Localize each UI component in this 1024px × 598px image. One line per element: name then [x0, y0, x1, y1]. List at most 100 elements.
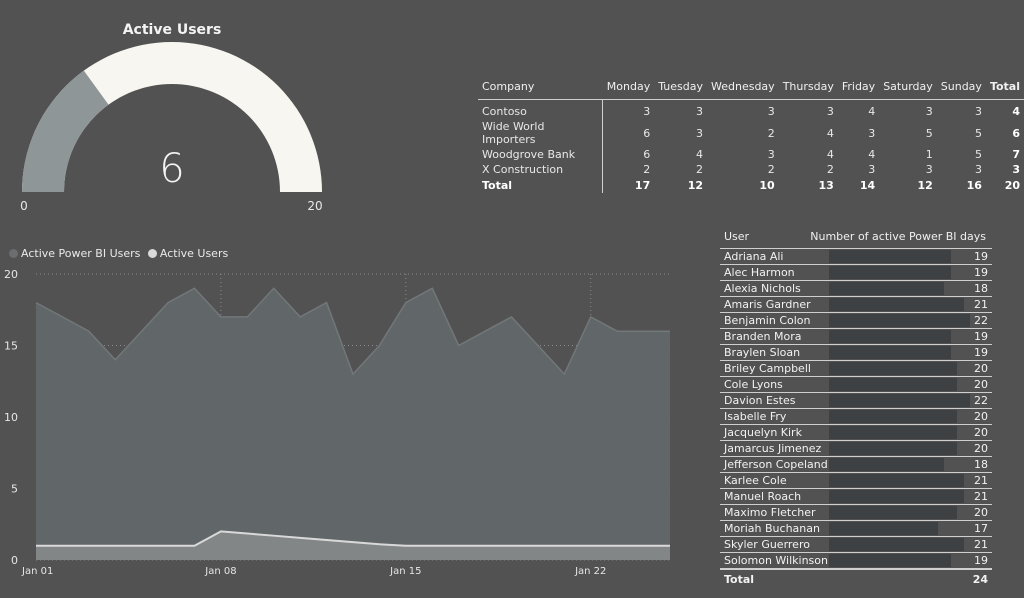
user-name: Cole Lyons	[724, 378, 783, 391]
matrix-cell: 1	[925, 148, 933, 161]
matrix-row[interactable]: Wide World Importers 6 3 2 4 3 5 5 6	[478, 119, 1024, 147]
table-row[interactable]: Jacquelyn Kirk 20	[720, 425, 992, 441]
table-row[interactable]: Amaris Gardner 21	[720, 297, 992, 313]
matrix-cell: 3	[974, 105, 982, 118]
user-name: Jamarcus Jimenez	[724, 442, 822, 455]
table-row[interactable]: Maximo Fletcher 20	[720, 505, 992, 521]
x-tick-label: Jan 08	[204, 566, 236, 577]
days-bar	[829, 298, 964, 311]
users-header-days[interactable]: Number of active Power BI days	[810, 230, 986, 243]
users-area-chart: 0 5 10 15 20 Jan 01 Jan 08 Jan 15 Jan 22	[4, 268, 670, 577]
matrix-cell: 2	[767, 163, 775, 176]
matrix-cell: 6	[643, 148, 651, 161]
matrix-cell: 3	[925, 163, 933, 176]
matrix-header-friday[interactable]: Friday	[837, 80, 880, 100]
table-row[interactable]: Alexia Nichols 18	[720, 281, 992, 297]
table-row[interactable]: Moriah Buchanan 17	[720, 521, 992, 537]
matrix-header-company[interactable]: Company	[478, 80, 603, 100]
table-row[interactable]: Skyler Guerrero 21	[720, 537, 992, 553]
table-row[interactable]: Alec Harmon 19	[720, 265, 992, 281]
table-row[interactable]: Benjamin Colon 22	[720, 313, 992, 329]
matrix-cell: 6	[643, 126, 651, 140]
matrix-row[interactable]: Contoso 3 3 3 3 4 3 3 4	[478, 99, 1024, 119]
days-bar	[829, 554, 951, 567]
matrix-grand-total: 20	[1004, 179, 1020, 192]
user-days-value: 21	[974, 474, 988, 487]
series-line-active-users	[36, 530, 670, 547]
legend-dot-icon	[147, 249, 157, 258]
matrix-row[interactable]: Woodgrove Bank 6 4 3 4 4 1 5 7	[478, 147, 1024, 162]
matrix-row-total: 3	[1012, 163, 1020, 176]
user-days-value: 21	[974, 538, 988, 551]
matrix-row[interactable]: X Construction 2 2 2 2 3 3 3 3	[478, 162, 1024, 177]
user-days-value: 19	[974, 250, 988, 263]
table-row[interactable]: Karlee Cole 21	[720, 473, 992, 489]
table-row[interactable]: Cole Lyons 20	[720, 377, 992, 393]
y-tick-label: 15	[4, 340, 18, 353]
table-row[interactable]: Jamarcus Jimenez 20	[720, 441, 992, 457]
y-tick-label: 10	[4, 411, 18, 424]
gauge-title: Active Users	[122, 22, 222, 38]
matrix-row-company: Contoso	[478, 99, 604, 119]
matrix-cell: 4	[868, 105, 876, 118]
user-name: Maximo Fletcher	[724, 506, 816, 519]
user-days-value: 20	[974, 362, 988, 375]
matrix-total-cell: 12	[917, 179, 933, 192]
matrix-cell: 3	[826, 105, 834, 118]
user-name: Alec Harmon	[724, 266, 795, 279]
user-name: Benjamin Colon	[724, 314, 811, 327]
legend-item-active-users[interactable]: Active Users	[144, 247, 228, 260]
y-tick-label: 0	[11, 554, 18, 567]
legend-label: Active Power BI Users	[21, 247, 141, 260]
matrix-cell: 3	[868, 163, 876, 176]
matrix-cell: 5	[974, 126, 982, 140]
table-row[interactable]: Solomon Wilkinson 19	[720, 553, 992, 569]
gauge-value: 6	[159, 146, 184, 192]
table-row[interactable]: Branden Mora 19	[720, 329, 992, 345]
matrix-cell: 5	[925, 126, 933, 140]
matrix-header-thursday[interactable]: Thursday	[778, 80, 838, 100]
users-header-user[interactable]: User	[724, 230, 750, 243]
user-days-value: 22	[974, 314, 988, 327]
matrix-header-wednesday[interactable]: Wednesday	[707, 80, 779, 100]
days-bar	[829, 538, 964, 551]
matrix-row-company: Woodgrove Bank	[478, 147, 604, 162]
days-bar	[829, 506, 958, 519]
table-row[interactable]: Davion Estes 22	[720, 393, 992, 409]
users-table-total-row: Total 24	[720, 569, 992, 588]
matrix-header-tuesday[interactable]: Tuesday	[654, 80, 707, 100]
matrix-cell: 4	[868, 148, 876, 161]
y-tick-label: 20	[4, 268, 18, 281]
series-line-active-power-bi-users	[35, 287, 670, 376]
days-bar	[829, 490, 964, 503]
matrix-cell: 3	[868, 126, 876, 140]
gauge-fill	[22, 70, 109, 192]
matrix-header-saturday[interactable]: Saturday	[879, 80, 937, 100]
legend-item-active-power-bi-users[interactable]: Active Power BI Users	[9, 247, 144, 260]
user-name: Jefferson Copeland	[724, 458, 828, 471]
days-bar	[829, 394, 970, 407]
table-row[interactable]: Manuel Roach 21	[720, 489, 992, 505]
company-weekday-matrix: Company Monday Tuesday Wednesday Thursda…	[478, 80, 1024, 193]
user-days-value: 18	[974, 458, 988, 471]
days-bar	[829, 250, 951, 263]
user-days-value: 19	[974, 330, 988, 343]
users-table-header: User Number of active Power BI days	[720, 226, 992, 249]
user-name: Braylen Sloan	[724, 346, 801, 359]
days-bar	[829, 378, 958, 391]
table-row[interactable]: Adriana Ali 19	[720, 249, 992, 265]
user-days-value: 19	[974, 346, 988, 359]
matrix-header-total[interactable]: Total	[985, 80, 1024, 100]
user-name: Skyler Guerrero	[724, 538, 810, 551]
table-row[interactable]: Braylen Sloan 19	[720, 345, 992, 361]
series-area-active-users	[36, 531, 670, 560]
matrix-cell: 3	[767, 105, 775, 118]
x-tick-label: Jan 01	[21, 566, 53, 577]
table-row[interactable]: Briley Campbell 20	[720, 361, 992, 377]
table-row[interactable]: Isabelle Fry 20	[720, 409, 992, 425]
table-row[interactable]: Jefferson Copeland 18	[720, 457, 992, 473]
matrix-header-monday[interactable]: Monday	[602, 80, 655, 100]
user-days-value: 21	[974, 490, 988, 503]
user-days-value: 17	[974, 522, 988, 535]
matrix-header-sunday[interactable]: Sunday	[936, 80, 986, 100]
